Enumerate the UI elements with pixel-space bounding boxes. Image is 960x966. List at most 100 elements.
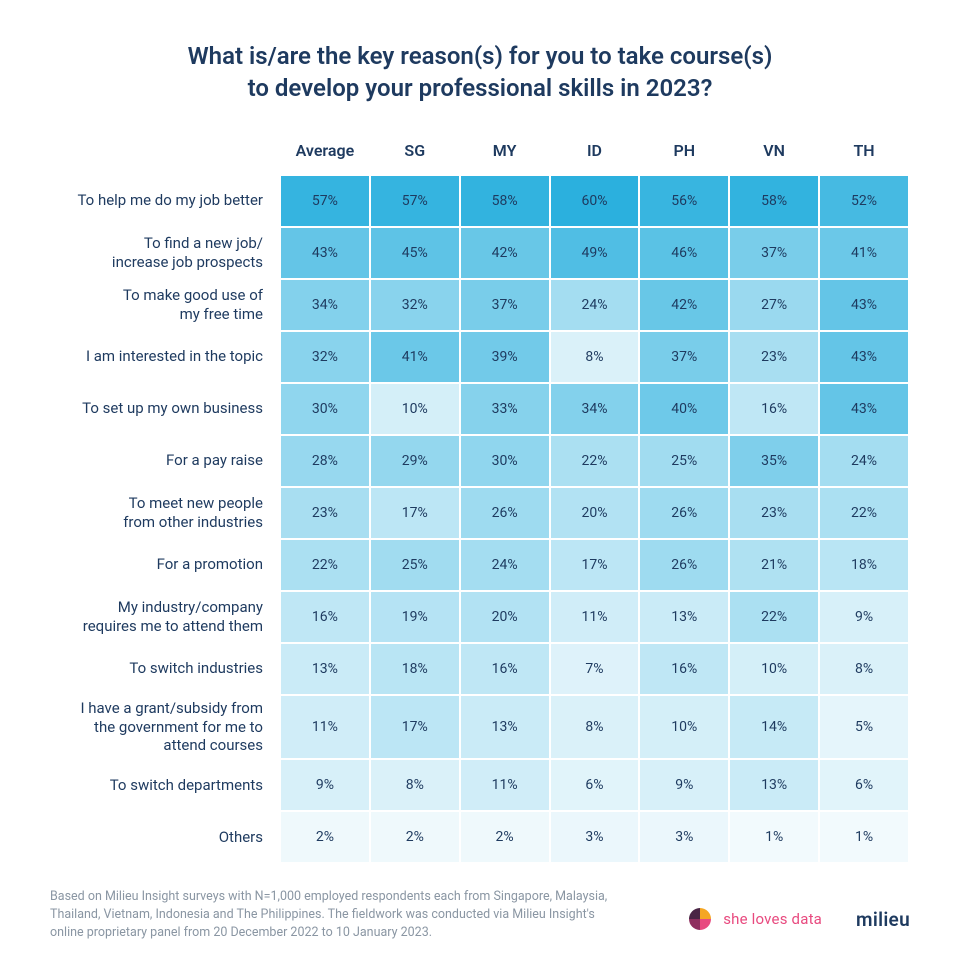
heatmap-cell: 40% (639, 383, 729, 435)
table-row: To switch departments9%8%11%6%9%13%6% (50, 759, 909, 811)
heatmap-cell: 17% (370, 487, 460, 539)
table-row: To meet new people from other industries… (50, 487, 909, 539)
heatmap-cell: 57% (370, 175, 460, 227)
heatmap-cell: 23% (729, 487, 819, 539)
heatmap-cell: 41% (370, 331, 460, 383)
heatmap-cell: 13% (280, 643, 370, 695)
heatmap-cell: 43% (819, 279, 909, 331)
heatmap-cell: 25% (639, 435, 729, 487)
column-header: Average (280, 133, 370, 175)
table-row: My industry/company requires me to atten… (50, 591, 909, 643)
heatmap-cell: 30% (280, 383, 370, 435)
table-row: To help me do my job better57%57%58%60%5… (50, 175, 909, 227)
heatmap-body: To help me do my job better57%57%58%60%5… (50, 175, 909, 863)
row-label: To make good use of my free time (50, 279, 280, 331)
heatmap-cell: 42% (639, 279, 729, 331)
heatmap-cell: 37% (639, 331, 729, 383)
heatmap-cell: 22% (280, 539, 370, 591)
heatmap-cell: 33% (460, 383, 550, 435)
row-label: To meet new people from other industries (50, 487, 280, 539)
heatmap-cell: 26% (639, 487, 729, 539)
heatmap-cell: 41% (819, 227, 909, 279)
heatmap-cell: 35% (729, 435, 819, 487)
heatmap-cell: 8% (819, 643, 909, 695)
heatmap-cell: 25% (370, 539, 460, 591)
heatmap-cell: 6% (550, 759, 640, 811)
she-loves-data-logo: she loves data (685, 904, 822, 934)
heatmap-cell: 16% (460, 643, 550, 695)
heatmap-cell: 57% (280, 175, 370, 227)
heatmap-cell: 17% (370, 695, 460, 759)
heatmap-cell: 14% (729, 695, 819, 759)
table-row: To find a new job/ increase job prospect… (50, 227, 909, 279)
heatmap-cell: 58% (460, 175, 550, 227)
heatmap-cell: 56% (639, 175, 729, 227)
heatmap-cell: 11% (550, 591, 640, 643)
row-label: My industry/company requires me to atten… (50, 591, 280, 643)
table-row: To make good use of my free time34%32%37… (50, 279, 909, 331)
heatmap-cell: 23% (729, 331, 819, 383)
she-loves-data-text: she loves data (723, 910, 822, 928)
heatmap-cell: 26% (639, 539, 729, 591)
heatmap-cell: 24% (550, 279, 640, 331)
table-row: To switch industries13%18%16%7%16%10%8% (50, 643, 909, 695)
heatmap-cell: 24% (460, 539, 550, 591)
heatmap-cell: 21% (729, 539, 819, 591)
heatmap-cell: 16% (729, 383, 819, 435)
heatmap-cell: 34% (280, 279, 370, 331)
heatmap-cell: 2% (280, 811, 370, 863)
heatmap-cell: 10% (729, 643, 819, 695)
table-row: For a promotion22%25%24%17%26%21%18% (50, 539, 909, 591)
heatmap-cell: 34% (550, 383, 640, 435)
table-row: I am interested in the topic32%41%39%8%3… (50, 331, 909, 383)
heatmap-cell: 39% (460, 331, 550, 383)
heatmap-cell: 32% (370, 279, 460, 331)
she-loves-data-icon (685, 904, 715, 934)
heatmap-cell: 20% (550, 487, 640, 539)
table-row: To set up my own business30%10%33%34%40%… (50, 383, 909, 435)
heatmap-cell: 16% (280, 591, 370, 643)
heatmap-cell: 37% (729, 227, 819, 279)
heatmap-cell: 3% (550, 811, 640, 863)
heatmap-cell: 60% (550, 175, 640, 227)
row-label: I am interested in the topic (50, 331, 280, 383)
column-header: PH (639, 133, 729, 175)
heatmap-cell: 43% (819, 383, 909, 435)
row-label: I have a grant/subsidy from the governme… (50, 695, 280, 759)
heatmap-cell: 6% (819, 759, 909, 811)
row-label: For a pay raise (50, 435, 280, 487)
heatmap-cell: 26% (460, 487, 550, 539)
table-row: Others2%2%2%3%3%1%1% (50, 811, 909, 863)
heatmap-cell: 1% (819, 811, 909, 863)
heatmap-cell: 22% (729, 591, 819, 643)
milieu-logo: milieu (856, 908, 910, 931)
heatmap-cell: 37% (460, 279, 550, 331)
heatmap-cell: 5% (819, 695, 909, 759)
heatmap-cell: 45% (370, 227, 460, 279)
heatmap-cell: 18% (819, 539, 909, 591)
column-header: SG (370, 133, 460, 175)
row-label: For a promotion (50, 539, 280, 591)
heatmap-cell: 27% (729, 279, 819, 331)
heatmap-table: AverageSGMYIDPHVNTH To help me do my job… (50, 133, 910, 864)
heatmap-cell: 23% (280, 487, 370, 539)
heatmap-cell: 22% (550, 435, 640, 487)
heatmap-cell: 30% (460, 435, 550, 487)
heatmap-cell: 43% (280, 227, 370, 279)
heatmap-cell: 11% (280, 695, 370, 759)
heatmap-cell: 9% (639, 759, 729, 811)
heatmap-cell: 29% (370, 435, 460, 487)
header-row: AverageSGMYIDPHVNTH (50, 133, 909, 175)
heatmap-cell: 19% (370, 591, 460, 643)
heatmap-cell: 28% (280, 435, 370, 487)
heatmap-cell: 10% (370, 383, 460, 435)
heatmap-cell: 24% (819, 435, 909, 487)
heatmap-cell: 46% (639, 227, 729, 279)
heatmap-cell: 32% (280, 331, 370, 383)
heatmap-cell: 9% (819, 591, 909, 643)
row-label: To find a new job/ increase job prospect… (50, 227, 280, 279)
heatmap-cell: 49% (550, 227, 640, 279)
row-label: To switch departments (50, 759, 280, 811)
footnote: Based on Milieu Insight surveys with N=1… (50, 888, 610, 942)
heatmap-cell: 16% (639, 643, 729, 695)
